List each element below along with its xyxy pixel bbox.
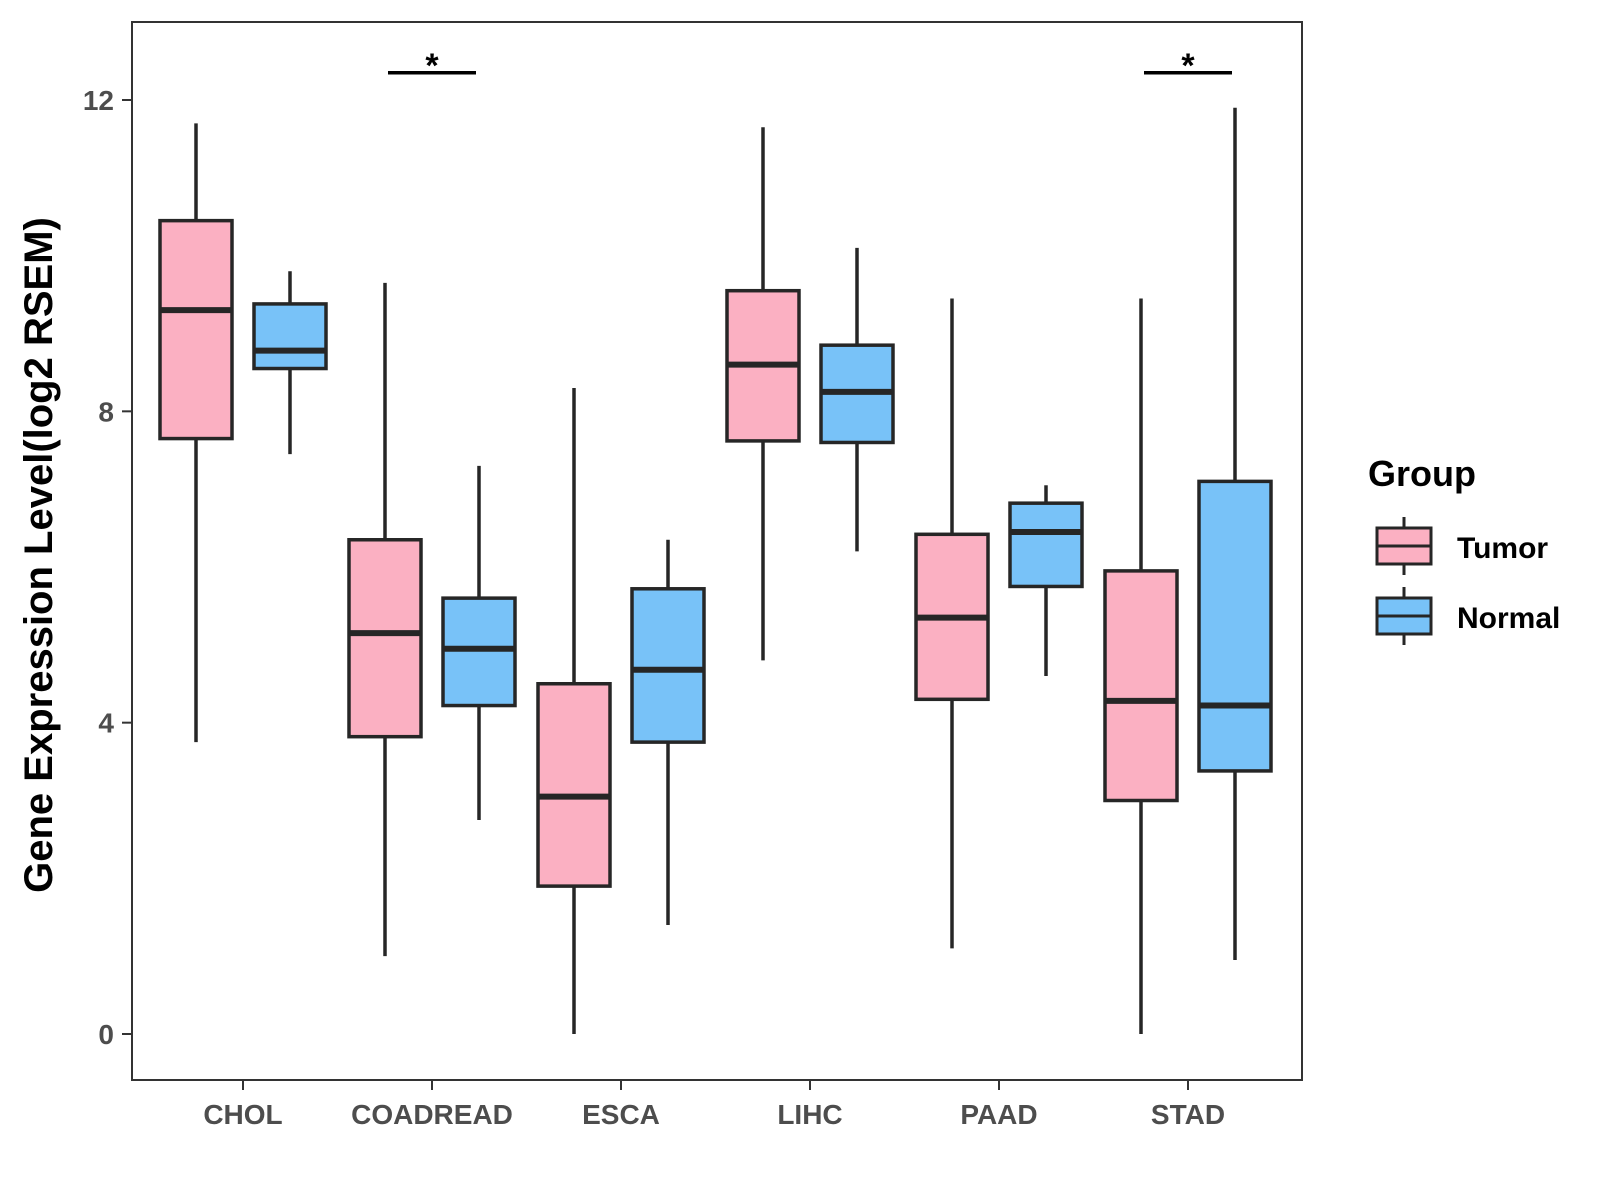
box-tumor-coadread [347,282,423,957]
box-tumor-esca [536,387,612,1034]
box-iqr [1103,569,1179,803]
significance-label: * [425,47,439,85]
y-tick-label: 0 [98,1019,114,1050]
significance-label: * [1181,47,1195,85]
y-tick-label: 8 [98,396,114,427]
x-tick-label: COADREAD [351,1099,513,1130]
box-iqr [1197,479,1273,773]
box-iqr [441,596,517,708]
box-normal-chol [252,271,328,455]
legend-label-tumor: Tumor [1457,532,1548,565]
y-axis-title: Gene Expression Level(log2 RSEM) [17,217,61,893]
legend-label-normal: Normal [1457,602,1560,635]
y-axis: 0 4 8 12 [83,85,132,1050]
box-tumor-chol [158,123,234,743]
box-iqr [536,682,612,888]
box-normal-esca [630,539,706,926]
significance-annotations: * * [388,47,1232,85]
box-tumor-stad [1103,298,1179,1034]
x-axis: CHOL COADREAD ESCA LIHC PAAD STAD [203,1080,1225,1130]
box-normal-coadread [441,465,517,820]
x-tick-label: ESCA [582,1099,660,1130]
legend-item-tumor: Tumor [1375,517,1548,575]
plot-panel-border [131,21,1303,1081]
y-tick-label: 12 [83,85,114,116]
y-tick-label: 4 [98,708,114,739]
x-tick-label: STAD [1151,1099,1225,1130]
legend-item-normal: Normal [1375,587,1560,645]
box-normal-paad [1008,485,1084,676]
box-iqr [1008,501,1084,589]
plot-layer [158,107,1273,1034]
box-iqr [347,538,423,739]
box-iqr [158,218,234,441]
legend: Group Tumor Normal [1368,453,1560,645]
box-iqr [252,302,328,371]
x-tick-label: LIHC [777,1099,842,1130]
box-tumor-lihc [725,127,801,661]
box-iqr [630,587,706,744]
x-tick-label: PAAD [960,1099,1037,1130]
box-tumor-paad [914,298,990,949]
box-normal-lihc [819,247,895,552]
legend-title: Group [1368,453,1476,494]
x-tick-label: CHOL [203,1099,282,1130]
box-normal-stad [1197,107,1273,961]
